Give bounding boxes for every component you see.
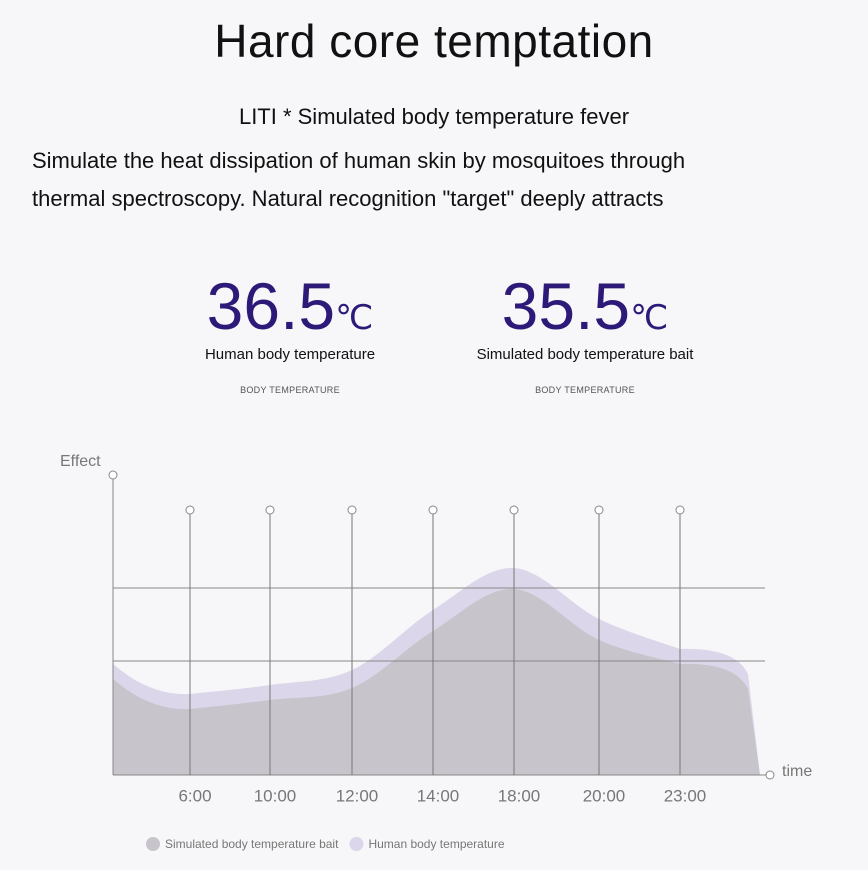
x-axis-label: time	[782, 763, 812, 780]
x-guide-marker	[347, 505, 357, 515]
x-guide-marker	[594, 505, 604, 515]
stat-caption: BODY TEMPERATURE	[535, 385, 635, 395]
legend-swatch	[146, 837, 160, 851]
x-tick-label: 20:00	[583, 786, 626, 805]
legend-swatch	[349, 837, 364, 851]
area-tail	[113, 679, 190, 775]
y-axis-label: Effect	[60, 453, 101, 470]
x-tick-label: 10:00	[254, 786, 297, 805]
x-guide-marker	[675, 505, 685, 515]
x-tick-label: 23:00	[664, 786, 707, 805]
stat: 36.5℃ Human body temperature BODY TEMPER…	[130, 268, 450, 395]
stat-unit: ℃	[630, 299, 669, 337]
description: Simulate the heat dissipation of human s…	[32, 148, 686, 173]
stat-value: 36.5	[206, 269, 336, 343]
stat: 35.5℃ Simulated body temperature bait BO…	[425, 268, 745, 395]
legend-label: Human body temperature	[368, 837, 504, 851]
x-guide-marker	[428, 505, 438, 515]
x-guide-marker	[509, 505, 519, 515]
area	[190, 588, 680, 775]
x-guide-marker	[185, 505, 195, 515]
title: Hard core temptation	[214, 15, 654, 67]
x-guide-marker	[265, 505, 275, 515]
stat-unit: ℃	[335, 299, 374, 337]
stat-label: Human body temperature	[204, 346, 376, 363]
x-tick-label: 6:00	[178, 786, 211, 805]
stat-caption: BODY TEMPERATURE	[240, 385, 340, 395]
x-tick-label: 18:00	[498, 786, 541, 805]
axis-end	[765, 770, 775, 780]
area-tail	[680, 663, 760, 775]
stat-value: 35.5	[501, 269, 631, 343]
subtitle: LITI * Simulated body temperature fever	[238, 104, 630, 129]
description: thermal spectroscopy. Natural recognitio…	[32, 186, 664, 211]
legend-label: Simulated body temperature bait	[165, 837, 339, 851]
stat-label: Simulated body temperature bait	[476, 346, 694, 363]
x-tick-label: 12:00	[336, 786, 379, 805]
x-tick-label: 14:00	[417, 786, 460, 805]
axis-end	[108, 470, 118, 480]
